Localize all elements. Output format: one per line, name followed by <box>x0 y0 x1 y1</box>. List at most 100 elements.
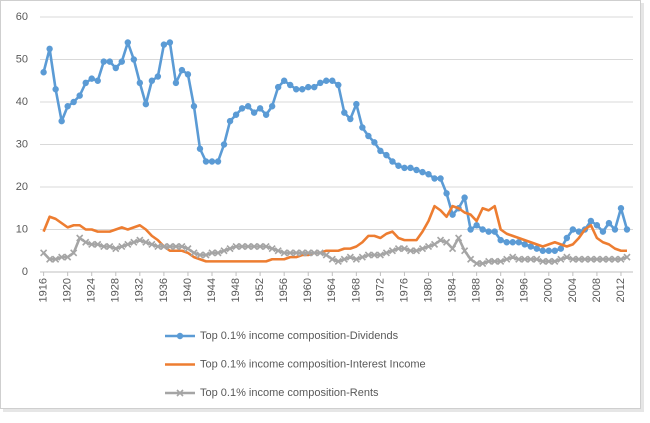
y-tick-label: 30 <box>16 138 28 150</box>
data-point <box>292 249 300 257</box>
x-tick-label: 1952 <box>254 278 266 302</box>
data-point <box>611 226 619 233</box>
x-tick-label: 1988 <box>471 278 483 302</box>
data-point <box>509 239 516 246</box>
data-point <box>262 242 270 251</box>
data-point <box>58 253 66 261</box>
data-point <box>515 239 522 246</box>
data-point <box>118 242 126 251</box>
x-tick-label: 2008 <box>591 278 603 302</box>
data-point <box>407 164 414 172</box>
data-point <box>208 158 216 165</box>
x-tick-label: 1948 <box>230 278 242 302</box>
data-point <box>503 255 511 263</box>
data-point <box>226 245 234 253</box>
data-point <box>575 228 583 235</box>
data-point <box>605 219 613 227</box>
data-point <box>449 211 456 218</box>
x-tick-label: 1992 <box>495 278 507 302</box>
data-point <box>436 236 445 244</box>
data-point <box>442 238 451 246</box>
data-point <box>329 77 336 84</box>
data-point <box>190 249 198 257</box>
data-point <box>323 77 330 84</box>
x-tick-label: 2012 <box>615 278 627 302</box>
data-point <box>118 58 125 65</box>
data-point <box>388 247 396 255</box>
data-point <box>328 255 336 263</box>
legend-marker <box>176 332 184 340</box>
data-point <box>491 228 498 235</box>
data-point <box>587 255 595 263</box>
data-point <box>136 236 144 244</box>
data-point <box>473 259 481 268</box>
data-point <box>154 73 162 80</box>
data-point <box>394 245 403 253</box>
data-point <box>340 255 348 263</box>
data-point <box>305 83 312 91</box>
data-point <box>377 147 384 155</box>
data-point <box>503 239 510 246</box>
data-point <box>196 145 204 152</box>
data-point <box>94 77 101 84</box>
data-point <box>533 255 541 263</box>
data-point <box>346 253 354 261</box>
data-point <box>485 257 493 265</box>
data-point <box>148 240 156 248</box>
data-point <box>352 255 360 263</box>
y-tick-label: 20 <box>16 181 28 193</box>
data-point <box>539 257 547 265</box>
data-point <box>581 255 589 263</box>
x-tick-label: 1964 <box>326 278 338 302</box>
data-point <box>238 105 246 112</box>
data-point <box>563 253 571 261</box>
data-point <box>545 247 553 254</box>
data-point <box>298 249 306 257</box>
data-point <box>46 255 54 263</box>
data-point <box>455 234 463 242</box>
data-point <box>395 162 402 169</box>
data-point <box>280 249 288 257</box>
data-point <box>293 86 300 93</box>
data-point <box>112 64 119 72</box>
x-tick-label: 1936 <box>158 278 170 302</box>
data-point <box>557 255 565 263</box>
data-point <box>268 245 276 253</box>
data-point <box>545 257 553 265</box>
data-point <box>244 103 252 110</box>
x-tick-label: 2000 <box>543 278 555 302</box>
data-point <box>220 247 228 255</box>
data-point <box>527 255 535 263</box>
x-tick-label: 2004 <box>567 278 579 302</box>
data-point <box>244 242 252 251</box>
data-point <box>286 249 294 257</box>
data-point <box>617 205 625 212</box>
data-point <box>509 253 517 261</box>
data-point <box>479 259 487 268</box>
data-point <box>178 242 186 251</box>
data-point <box>136 79 144 87</box>
data-point <box>256 105 264 112</box>
data-point <box>130 56 138 63</box>
data-point <box>184 245 192 253</box>
data-point <box>208 249 216 257</box>
data-point <box>430 240 439 248</box>
x-tick-label: 1944 <box>206 278 218 302</box>
series-markers <box>40 39 631 254</box>
data-point <box>533 245 540 252</box>
data-point <box>563 234 571 242</box>
x-tick-label: 1972 <box>374 278 386 302</box>
data-point <box>382 249 390 257</box>
data-point <box>172 242 180 251</box>
data-point <box>364 251 372 259</box>
data-point <box>551 257 559 265</box>
data-point <box>334 257 342 265</box>
data-point <box>274 83 282 91</box>
data-point <box>491 257 499 265</box>
x-tick-label: 1928 <box>110 278 122 302</box>
data-point <box>214 158 222 165</box>
data-point <box>371 139 378 146</box>
x-tick-label: 1932 <box>134 278 146 302</box>
data-point <box>82 79 89 87</box>
